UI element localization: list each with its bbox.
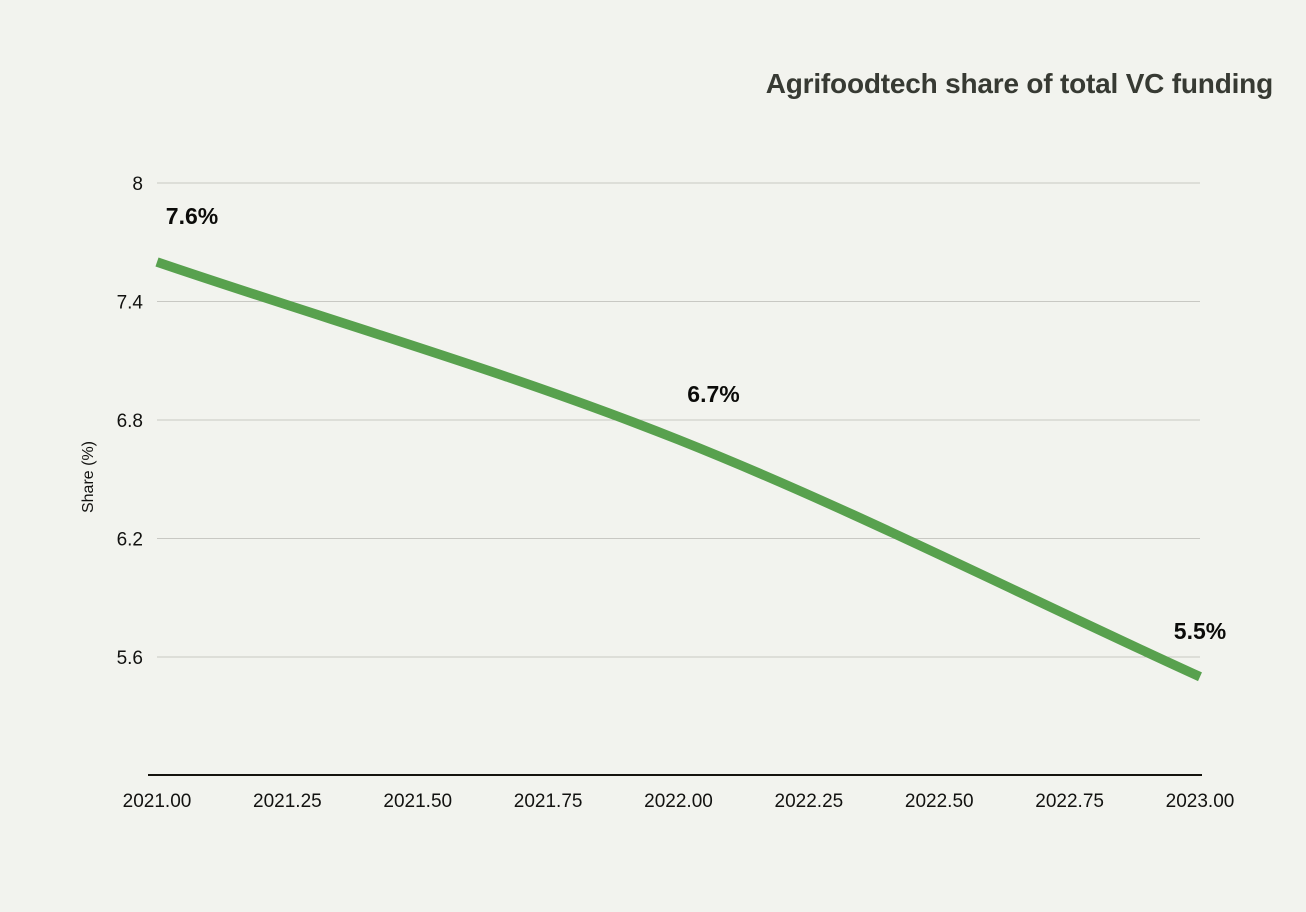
y-axis-title: Share (%) (80, 441, 97, 513)
point-label: 5.5% (1174, 618, 1226, 644)
x-tick-label: 2022.75 (1035, 791, 1104, 812)
x-tick-label: 2022.25 (775, 791, 844, 812)
chart-title: Agrifoodtech share of total VC funding (765, 68, 1273, 99)
x-tick-label: 2021.25 (253, 791, 322, 812)
point-label: 7.6% (166, 203, 218, 229)
x-tick-label: 2023.00 (1166, 791, 1235, 812)
x-tick-label: 2021.00 (123, 791, 192, 812)
y-tick-label: 8 (132, 174, 143, 195)
x-tick-label: 2022.50 (905, 791, 974, 812)
y-tick-label: 6.8 (117, 411, 143, 432)
x-tick-label: 2022.00 (644, 791, 713, 812)
x-tick-label: 2021.50 (383, 791, 452, 812)
series-line (155, 257, 1202, 682)
x-tick-label: 2021.75 (514, 791, 583, 812)
y-tick-label: 7.4 (117, 293, 144, 314)
y-tick-label: 5.6 (117, 648, 143, 669)
y-tick-label: 6.2 (117, 530, 143, 551)
point-label: 6.7% (687, 381, 739, 407)
